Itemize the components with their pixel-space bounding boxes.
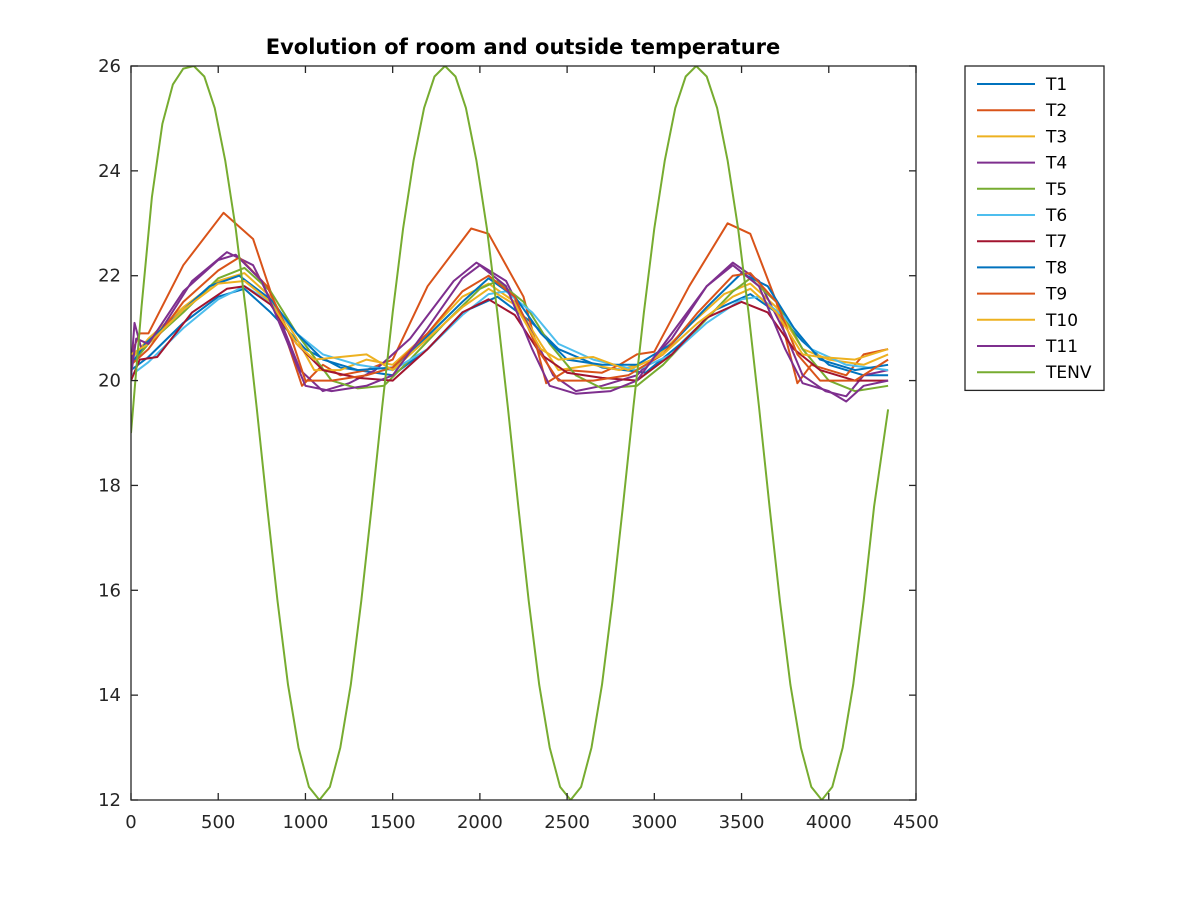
- series-line-t10: [131, 280, 889, 372]
- x-tick-label: 2000: [457, 812, 503, 833]
- x-tick-label: 3500: [719, 812, 765, 833]
- legend-label-t9: T9: [1045, 285, 1067, 305]
- x-tick-label: 0: [125, 812, 136, 833]
- y-tick-label: 12: [98, 790, 121, 811]
- y-tick-label: 16: [98, 580, 121, 601]
- x-tick-label: 1500: [370, 812, 416, 833]
- legend-label-t3: T3: [1045, 127, 1067, 147]
- legend-label-t7: T7: [1045, 232, 1067, 252]
- legend-label-tenv: TENV: [1045, 363, 1092, 383]
- x-tick-label: 4000: [806, 812, 852, 833]
- legend-box: [964, 65, 1105, 392]
- legend-label-t5: T5: [1045, 180, 1067, 200]
- legend-label-t4: T4: [1045, 154, 1067, 174]
- legend-label-t1: T1: [1045, 75, 1067, 95]
- axes-box: [130, 65, 917, 801]
- x-tick-label: 2500: [544, 812, 590, 833]
- series-line-t11: [131, 253, 889, 403]
- plot-background: [131, 66, 916, 800]
- x-tick-label: 4500: [893, 812, 939, 833]
- legend-label-t11: T11: [1045, 337, 1078, 357]
- legend: T1 T2 T3 T4 T5 T6 T7 T8 T9 T10 T11 TENV: [964, 65, 1105, 392]
- y-tick-label: 20: [98, 371, 121, 392]
- y-tick-label: 22: [98, 266, 121, 287]
- axes: 0 500 1000 1500 2000 2500 3000 3500 4000 4500 12 14…: [98, 56, 939, 833]
- y-tick-label: 14: [98, 685, 121, 706]
- y-tick-label: 18: [98, 475, 121, 496]
- x-tick-label: 3000: [631, 812, 677, 833]
- legend-label-t10: T10: [1045, 311, 1078, 331]
- series-line-t8: [131, 272, 889, 372]
- legend-label-t8: T8: [1045, 258, 1067, 278]
- series-line-t5: [131, 266, 889, 393]
- legend-label-t2: T2: [1045, 101, 1067, 121]
- chart-title: Evolution of room and outside temperatur…: [266, 35, 781, 59]
- x-tick-label: 1000: [283, 812, 329, 833]
- x-tick-label: 500: [201, 812, 235, 833]
- legend-label-t6: T6: [1045, 206, 1067, 226]
- y-tick-label: 24: [98, 161, 121, 182]
- series-line-t7: [131, 285, 889, 382]
- series-line-tenv: [131, 66, 890, 800]
- series-line-t4: [131, 251, 889, 398]
- y-tick-label: 26: [98, 56, 121, 77]
- plot-area: [131, 66, 916, 800]
